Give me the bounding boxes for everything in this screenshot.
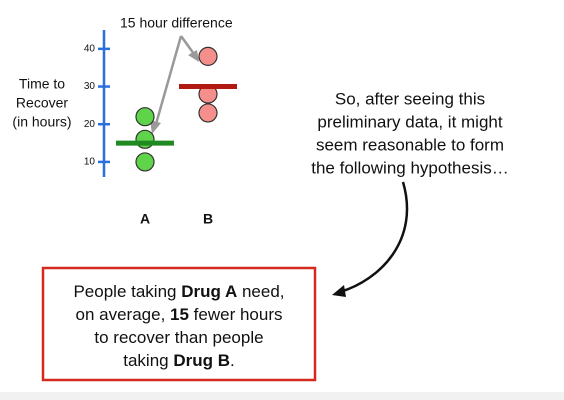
x-tick-label: B: [203, 211, 213, 227]
hypothesis-line: People taking Drug A need,: [73, 282, 284, 301]
annotation-arrows: [150, 35, 199, 134]
y-label: (in hours): [12, 114, 71, 130]
arrow-head: [188, 50, 199, 62]
y-tick-label: 30: [84, 81, 96, 92]
data-point: [135, 107, 155, 127]
hypothesis-box: [41, 266, 317, 382]
curved-arrow: [339, 181, 409, 294]
data-point: [135, 152, 155, 172]
hypothesis-line: to recover than people: [94, 328, 263, 347]
hypothesis-text: taking: [123, 351, 173, 370]
hypothesis-text: to recover than people: [94, 328, 263, 347]
y-tick-label: 20: [84, 119, 96, 130]
bottom-strip: [0, 392, 564, 400]
arrow-line: [179, 35, 196, 55]
y-label: Recover: [16, 95, 68, 111]
hypothesis-text: on average,: [76, 305, 171, 324]
hypothesis-line: on average, 15 fewer hours: [76, 305, 283, 324]
x-tick-label: A: [140, 211, 150, 227]
data-point: [198, 46, 218, 66]
paragraph-line: the following hypothesis…: [311, 158, 509, 177]
y-tick-label: 10: [84, 157, 96, 168]
hypothesis-line: taking Drug B.: [123, 351, 235, 370]
hypothesis-text: need,: [237, 282, 284, 301]
arrow-line: [154, 35, 183, 125]
y-label: Time to: [19, 76, 65, 92]
hypothesis-text: fewer hours: [189, 305, 283, 324]
paragraph-line: seem reasonable to form: [316, 135, 504, 154]
paragraph-line: preliminary data, it might: [317, 112, 502, 131]
hypothesis-text: 15: [170, 305, 189, 324]
arrow-head: [150, 120, 161, 134]
paragraph-line: So, after seeing this: [335, 89, 485, 108]
y-tick-label: 40: [84, 43, 96, 54]
hypothesis-text: Drug B: [173, 351, 230, 370]
hypothesis-text: People taking: [73, 282, 181, 301]
arrow-head: [332, 285, 346, 297]
hypothesis-text: .: [230, 351, 235, 370]
data-point: [198, 103, 218, 123]
annotation: 15 hour difference: [120, 15, 233, 31]
hypothesis-text: Drug A: [181, 282, 237, 301]
data-point: [135, 129, 155, 149]
